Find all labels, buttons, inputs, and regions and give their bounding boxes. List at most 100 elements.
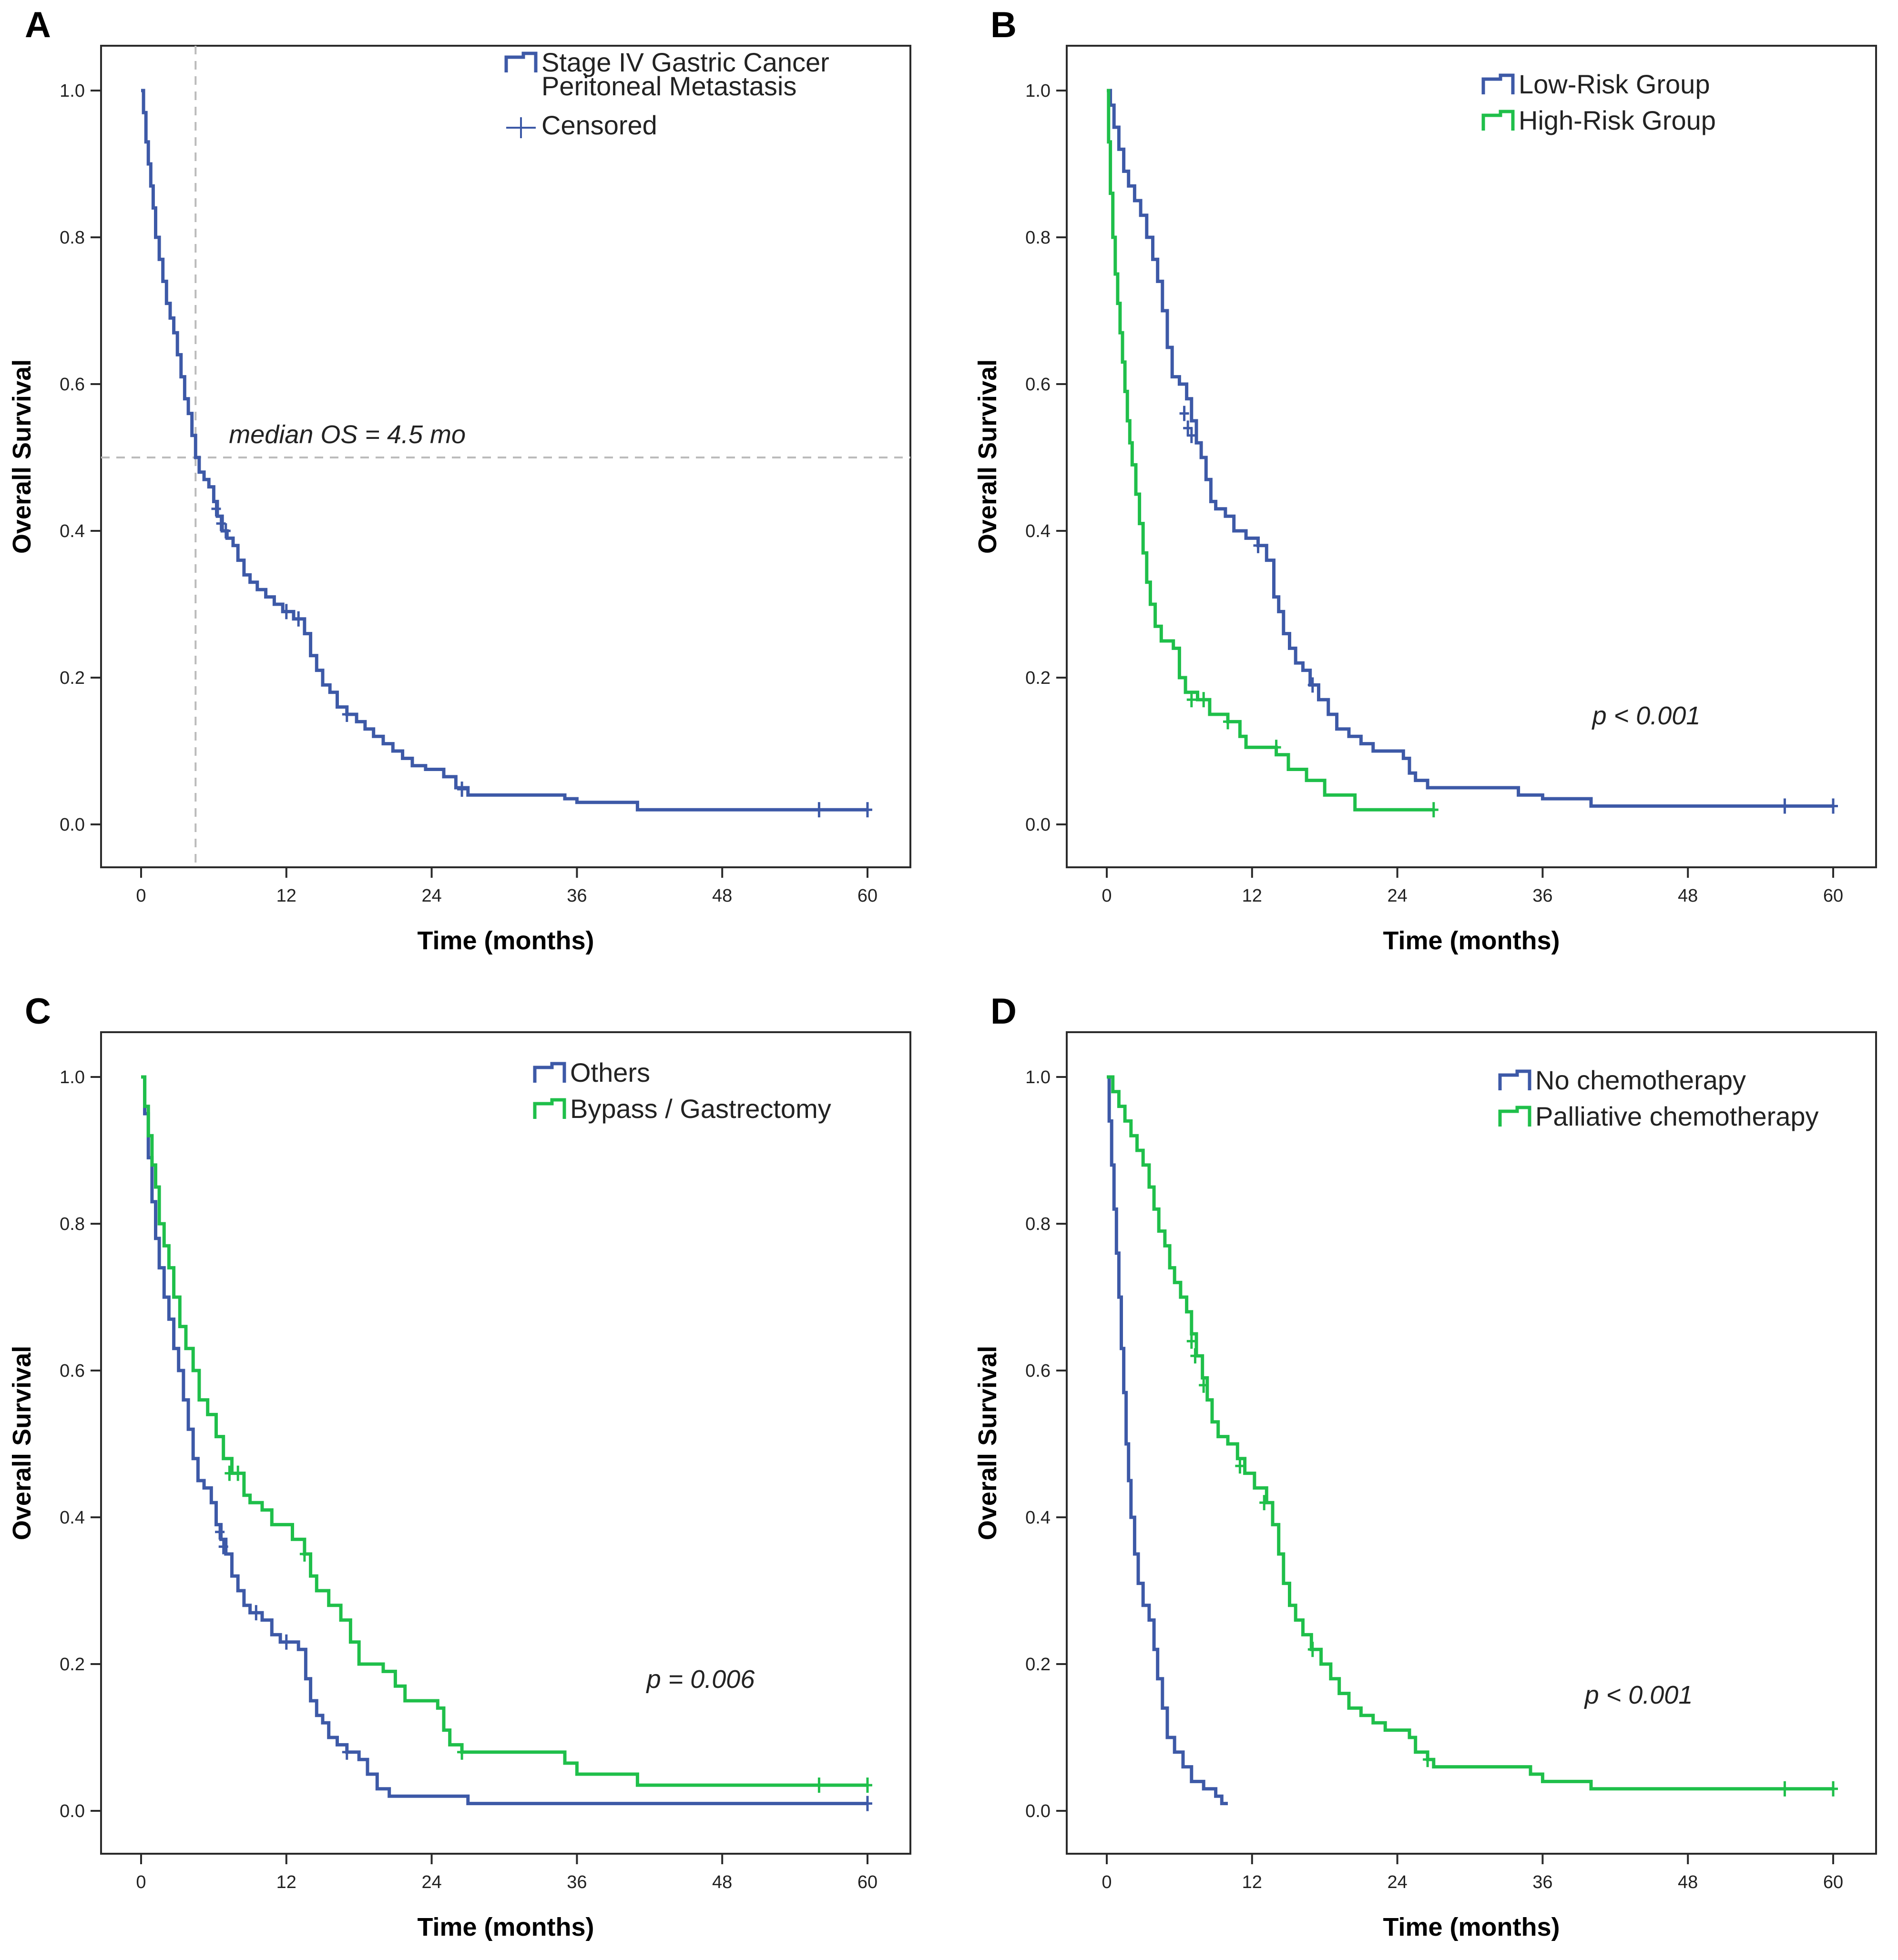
x-tick-label: 12 [276, 1872, 296, 1892]
series-line-low-risk-group [1107, 89, 1833, 808]
x-tick-label: 12 [276, 886, 296, 906]
x-tick-label: 36 [1532, 1872, 1552, 1892]
annotation-text: p < 0.001 [1584, 1681, 1693, 1709]
censor-mark [211, 501, 221, 517]
censor-mark [215, 1524, 225, 1540]
censor-mark [299, 1546, 309, 1562]
censor-mark [1179, 406, 1189, 421]
y-tick-label: 0.2 [60, 668, 85, 688]
series-line-others [141, 1075, 867, 1806]
plot-frame [100, 1031, 911, 1855]
legend-label: Stage IV Gastric Cancer [541, 47, 829, 77]
legend-label: Palliative chemotherapy [1535, 1101, 1819, 1131]
y-tick-label: 0.2 [60, 1655, 85, 1675]
series-line-bypass-gastrectomy [141, 1075, 867, 1787]
y-tick-label: 0.4 [1025, 1508, 1051, 1528]
censor-mark [814, 802, 824, 818]
legend-item: Bypass / Gastrectomy [533, 1094, 831, 1124]
x-tick-label: 60 [857, 886, 878, 906]
annotation-text: median OS = 4.5 mo [229, 420, 466, 449]
y-tick-label: 0.6 [1025, 1361, 1051, 1381]
censor-mark [1199, 1377, 1209, 1393]
censor-mark [1186, 692, 1196, 708]
x-tick-label: 36 [1532, 886, 1552, 906]
legend-label: No chemotherapy [1535, 1065, 1746, 1095]
legend-swatch [1481, 110, 1515, 131]
x-tick-label: 48 [712, 886, 732, 906]
annotation-text: p = 0.006 [646, 1665, 755, 1694]
y-tick-label: 0.0 [1025, 1801, 1051, 1821]
censor-mark [1253, 538, 1263, 553]
legend-swatch [1481, 73, 1515, 94]
censor-mark [294, 611, 304, 627]
y-tick-label: 1.0 [1025, 1067, 1051, 1087]
censor-mark [1423, 1752, 1433, 1767]
censor-mark [863, 802, 872, 818]
x-tick-label: 0 [1102, 886, 1112, 906]
x-tick-label: 36 [567, 886, 587, 906]
x-tick-label: 36 [567, 1872, 587, 1892]
censor-mark [1271, 740, 1281, 755]
y-tick-label: 0.0 [60, 1801, 85, 1821]
y-tick-label: 1.0 [1025, 81, 1051, 101]
censor-mark [863, 1796, 872, 1811]
panel-label: C [25, 991, 51, 1032]
legend-swatch [1498, 1106, 1531, 1127]
censor-mark [1307, 677, 1317, 693]
censor-mark [281, 1634, 291, 1650]
x-tick-label: 24 [421, 886, 441, 906]
y-tick-label: 0.2 [1025, 1655, 1051, 1675]
x-tick-label: 0 [136, 1872, 146, 1892]
x-tick-label: 48 [712, 1872, 732, 1892]
legend: Others Bypass / Gastrectomy [533, 1057, 831, 1124]
plot-frame [1066, 1031, 1877, 1855]
series-line-stage-iv-gastric-cancer-peritoneal-metastasis [141, 89, 867, 812]
y-tick-label: 0.0 [60, 815, 85, 835]
y-tick-label: 0.8 [60, 1214, 85, 1234]
panel-label: D [990, 991, 1017, 1032]
legend: Low-Risk Group High-Risk Group [1481, 69, 1716, 135]
censor-mark [221, 523, 231, 538]
y-tick-label: 0.0 [1025, 815, 1051, 835]
censor-mark [1307, 1642, 1317, 1657]
panel-label: B [990, 5, 1017, 45]
censor-mark [1259, 1495, 1269, 1511]
plot-frame [1066, 45, 1877, 868]
legend-label: Bypass / Gastrectomy [570, 1094, 831, 1124]
annotation-text: p < 0.001 [1592, 701, 1701, 730]
censor-mark [1186, 1333, 1196, 1349]
censor-mark [863, 1777, 872, 1793]
x-tick-label: 0 [136, 886, 146, 906]
y-tick-label: 0.4 [60, 1508, 85, 1528]
censor-mark [224, 1465, 235, 1481]
panel-c: C 0.0 0.2 0.4 0.6 0.8 1.0 0 12 24 36 48 60 Time (mont… [8, 991, 911, 1941]
x-tick-label: 60 [857, 1872, 878, 1892]
censor-mark [342, 707, 352, 722]
legend-item: Others [533, 1057, 650, 1087]
legend-item: Low-Risk Group [1481, 69, 1710, 99]
censor-mark [218, 1539, 228, 1554]
y-axis-title: Overall Survival [8, 1346, 36, 1540]
x-tick-label: 12 [1242, 886, 1262, 906]
x-tick-label: 60 [1823, 886, 1843, 906]
y-tick-label: 0.4 [60, 521, 85, 541]
x-axis-title: Time (months) [1383, 1913, 1560, 1941]
x-tick-label: 24 [1387, 886, 1407, 906]
x-tick-label: 12 [1242, 1872, 1262, 1892]
x-axis-title: Time (months) [1383, 926, 1560, 955]
censor-mark [251, 1605, 261, 1621]
legend: No chemotherapy Palliative chemotherapy [1498, 1065, 1819, 1131]
legend-swatch [1498, 1069, 1531, 1090]
legend-swatch [533, 1098, 566, 1119]
censor-mark [814, 1777, 824, 1793]
censor-mark [457, 782, 467, 797]
y-tick-label: 1.0 [60, 81, 85, 101]
x-tick-label: 60 [1823, 1872, 1843, 1892]
legend-label: High-Risk Group [1519, 105, 1716, 135]
censor-mark [1186, 427, 1196, 443]
censor-mark [1780, 1781, 1790, 1797]
y-tick-label: 0.8 [1025, 228, 1051, 248]
